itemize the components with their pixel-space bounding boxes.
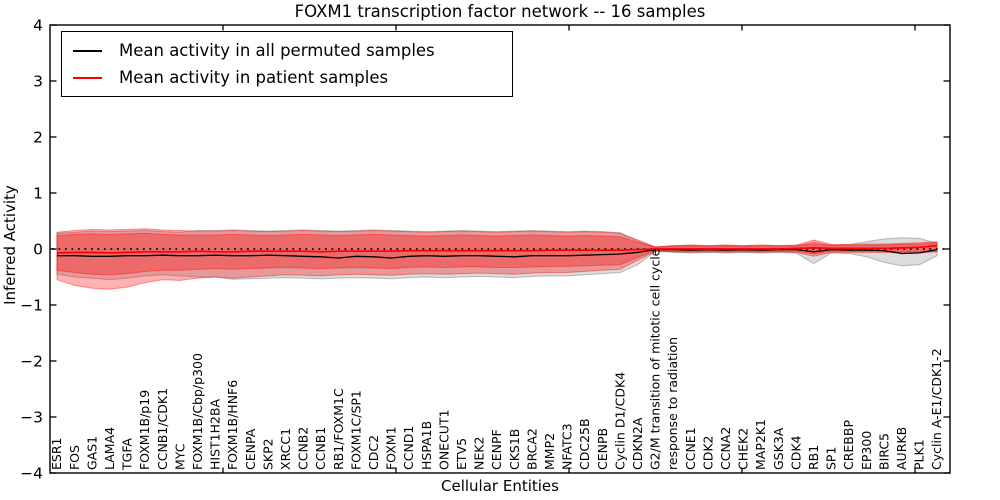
legend-item-patient: Mean activity in patient samples <box>73 68 512 87</box>
x-tick-label: CKS1B <box>507 429 522 470</box>
chart-title: FOXM1 transcription factor network -- 16… <box>294 2 706 21</box>
x-tick-label: MAP2K1 <box>753 419 768 470</box>
x-tick-label: FOS <box>67 445 82 470</box>
x-tick-label: HIST1H2BA <box>208 398 223 470</box>
y-tick-label: −2 <box>20 353 43 371</box>
patient-samples-range-outer-band <box>56 228 938 290</box>
x-tick-label: SP1 <box>824 447 839 470</box>
y-tick-label: −4 <box>20 465 43 483</box>
x-tick-label: LAMA4 <box>102 427 117 470</box>
x-tick-label: CCNB1/CDK1 <box>155 388 170 470</box>
x-tick-label: SKP2 <box>260 438 275 470</box>
x-tick-label: ESR1 <box>49 438 64 470</box>
x-tick-label: response to radiation <box>665 337 680 470</box>
x-tick-label: GAS1 <box>84 436 99 470</box>
x-tick-label: CDK4 <box>788 435 803 470</box>
y-tick-label: 2 <box>33 129 43 147</box>
y-tick-label: 3 <box>33 73 43 91</box>
x-tick-label: NEK2 <box>472 437 487 470</box>
x-tick-label: Cyclin A-E1/CDK1-2 <box>929 348 944 470</box>
patient-samples-range-inner-band <box>56 232 938 276</box>
x-tick-label: FOXM1 <box>384 426 399 470</box>
x-tick-label: BRCA2 <box>524 428 539 470</box>
x-tick-label: ETV5 <box>454 438 469 470</box>
legend-label-permuted: Mean activity in all permuted samples <box>119 41 435 60</box>
y-tick-label: −1 <box>20 297 43 315</box>
x-tick-label: MYC <box>172 443 187 470</box>
x-tick-label: GSK3A <box>771 427 786 470</box>
x-tick-label: FOXM1B/HNF6 <box>225 380 240 470</box>
x-tick-label: EP300 <box>859 431 874 470</box>
x-tick-label: CENPA <box>243 428 258 470</box>
legend-item-permuted: Mean activity in all permuted samples <box>73 41 512 60</box>
x-tick-label: CDC2 <box>366 435 381 470</box>
black-line-sample-icon <box>73 49 102 52</box>
y-tick-label: 1 <box>33 185 43 203</box>
x-tick-label: Cyclin D1/CDK4 <box>612 372 627 470</box>
series-line-0 <box>57 248 938 259</box>
y-tick-label: −3 <box>20 409 43 427</box>
permuted-samples-range-band <box>56 229 938 281</box>
x-tick-label: PLK1 <box>912 439 927 470</box>
y-tick-label: 4 <box>33 17 43 35</box>
x-tick-label: G2/M transition of mitotic cell cycle <box>648 248 663 470</box>
x-tick-label: CHEK2 <box>736 428 751 470</box>
x-tick-label: CENPF <box>489 429 504 470</box>
x-tick-label: CREBBP <box>841 420 856 470</box>
x-tick-label: CCNE1 <box>683 427 698 470</box>
x-tick-label: FOXM1B/p19 <box>137 390 152 470</box>
x-tick-label: FOXM1B/Cbp/p300 <box>190 353 205 470</box>
x-tick-label: HSPA1B <box>419 421 434 470</box>
x-tick-label: CCNA2 <box>718 427 733 470</box>
x-tick-label: BIRC5 <box>876 433 891 470</box>
y-axis-label: Inferred Activity <box>1 185 19 305</box>
x-tick-label: CDK2 <box>700 435 715 470</box>
x-tick-label: ONECUT1 <box>436 409 451 470</box>
x-tick-label: CCNB2 <box>296 427 311 470</box>
legend: Mean activity in all permuted samples Me… <box>61 31 513 97</box>
red-line-sample-icon <box>73 76 102 79</box>
x-tick-label: XRCC1 <box>278 428 293 470</box>
x-tick-label: CENPB <box>595 428 610 470</box>
x-tick-label: CDC25B <box>577 418 592 470</box>
legend-label-patient: Mean activity in patient samples <box>119 68 389 87</box>
x-tick-label: RB1/FOXM1C <box>331 388 346 470</box>
x-tick-label: MMP2 <box>542 433 557 470</box>
x-tick-label: FOXM1C/SP1 <box>348 390 363 470</box>
x-tick-label: TGFA <box>120 438 135 471</box>
x-tick-label: NFATC3 <box>560 423 575 470</box>
x-axis-label: Cellular Entities <box>441 477 559 495</box>
x-tick-label: RB1 <box>806 445 821 470</box>
x-tick-label: CCND1 <box>401 426 416 470</box>
series-line-1 <box>56 244 938 254</box>
x-tick-label: CCNB1 <box>313 427 328 470</box>
x-tick-label: AURKB <box>894 427 909 470</box>
y-tick-label: 0 <box>33 241 43 259</box>
x-tick-label: CDKN2A <box>630 417 645 470</box>
